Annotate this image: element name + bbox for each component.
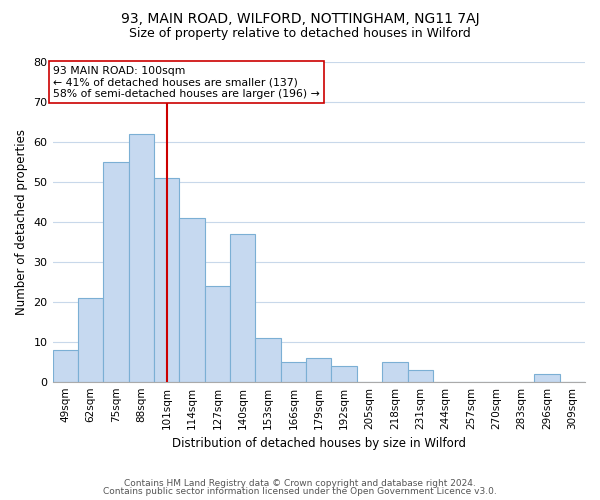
Bar <box>154 178 179 382</box>
Text: Size of property relative to detached houses in Wilford: Size of property relative to detached ho… <box>129 28 471 40</box>
Bar <box>53 350 78 382</box>
Text: 93, MAIN ROAD, WILFORD, NOTTINGHAM, NG11 7AJ: 93, MAIN ROAD, WILFORD, NOTTINGHAM, NG11… <box>121 12 479 26</box>
Bar <box>382 362 407 382</box>
Text: Contains HM Land Registry data © Crown copyright and database right 2024.: Contains HM Land Registry data © Crown c… <box>124 478 476 488</box>
Bar <box>306 358 331 382</box>
Bar <box>78 298 103 382</box>
Bar <box>534 374 560 382</box>
Bar <box>407 370 433 382</box>
Y-axis label: Number of detached properties: Number of detached properties <box>15 128 28 314</box>
Text: 93 MAIN ROAD: 100sqm
← 41% of detached houses are smaller (137)
58% of semi-deta: 93 MAIN ROAD: 100sqm ← 41% of detached h… <box>53 66 320 98</box>
Bar <box>256 338 281 382</box>
Bar <box>230 234 256 382</box>
Bar <box>103 162 128 382</box>
Bar <box>179 218 205 382</box>
X-axis label: Distribution of detached houses by size in Wilford: Distribution of detached houses by size … <box>172 437 466 450</box>
Text: Contains public sector information licensed under the Open Government Licence v3: Contains public sector information licen… <box>103 487 497 496</box>
Bar <box>128 134 154 382</box>
Bar <box>205 286 230 382</box>
Bar <box>331 366 357 382</box>
Bar <box>281 362 306 382</box>
